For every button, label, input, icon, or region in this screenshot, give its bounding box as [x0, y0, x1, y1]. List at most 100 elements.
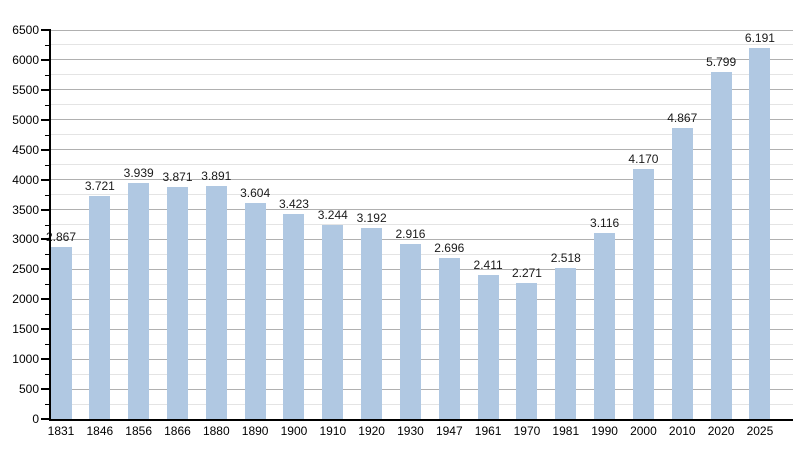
y-minor-tick [45, 44, 49, 46]
x-tick-label: 1866 [164, 424, 191, 438]
y-minor-tick [45, 164, 49, 166]
bar-1856 [128, 183, 150, 419]
bar-value-label: 4.170 [628, 152, 659, 167]
x-tick-label: 1856 [125, 424, 152, 438]
y-major-tick [41, 298, 49, 301]
gridline-major [51, 209, 793, 211]
y-major-tick [41, 88, 49, 91]
bar-1880 [205, 186, 227, 419]
y-tick-label: 1500 [12, 322, 39, 337]
x-axis-line [49, 419, 793, 421]
bar-1920 [361, 227, 383, 419]
gridline-major [51, 388, 793, 390]
bar-2020 [710, 71, 732, 419]
bar-1947 [438, 257, 460, 419]
bar-1910 [322, 224, 344, 419]
bar-value-label: 2.696 [434, 240, 465, 255]
y-major-tick [41, 148, 49, 151]
y-minor-tick [45, 254, 49, 256]
y-tick-label: 2000 [12, 292, 39, 307]
bar-value-label: 2.916 [395, 227, 426, 242]
gridline-major [51, 149, 793, 151]
y-minor-tick [45, 224, 49, 226]
bar-value-label: 3.244 [317, 207, 348, 222]
y-minor-tick [45, 104, 49, 106]
x-tick-label: 2010 [668, 424, 696, 438]
x-tick-label: 2020 [707, 424, 735, 438]
y-major-tick [41, 328, 49, 331]
y-minor-tick [45, 134, 49, 136]
y-tick-label: 3000 [12, 232, 39, 247]
gridline-minor [51, 44, 793, 46]
bar-1930 [399, 244, 421, 419]
gridline-minor [51, 343, 793, 345]
x-tick-label: 1930 [397, 424, 424, 438]
y-major-tick [41, 358, 49, 361]
bar-2010 [671, 127, 693, 419]
gridline-major [51, 89, 793, 91]
y-minor-tick [45, 344, 49, 346]
y-tick-label: 1000 [12, 352, 39, 367]
y-major-tick [41, 208, 49, 211]
gridline-minor [51, 253, 793, 255]
y-axis-line [49, 29, 51, 421]
x-tick-label: 1910 [319, 424, 347, 438]
bar-value-label: 6.191 [744, 31, 775, 46]
y-major-tick [41, 268, 49, 271]
x-tick-label: 2025 [746, 424, 774, 438]
bar-value-label: 3.423 [278, 197, 309, 212]
gridline-major [51, 358, 793, 360]
y-minor-tick [45, 404, 49, 406]
gridline-major [51, 119, 793, 121]
y-major-tick [41, 29, 49, 31]
gridline-minor [51, 164, 793, 166]
gridline-major [51, 238, 793, 240]
bar-value-label: 4.867 [667, 110, 698, 125]
bar-1846 [89, 196, 111, 419]
x-tick-label: 1961 [474, 424, 502, 438]
bar-value-label: 2.867 [45, 230, 77, 245]
gridline-minor [51, 373, 793, 375]
gridline-minor [51, 403, 793, 405]
bar-1890 [244, 203, 266, 419]
bar-1866 [166, 187, 188, 419]
x-tick-label: 2000 [630, 424, 657, 438]
bar-value-label: 3.891 [201, 169, 232, 184]
bar-value-label: 3.939 [123, 166, 154, 181]
y-minor-tick [45, 284, 49, 286]
gridline-major [51, 328, 793, 330]
gridline-minor [51, 134, 793, 136]
y-tick-label: 4000 [12, 172, 39, 187]
y-tick-label: 500 [18, 382, 39, 397]
y-minor-tick [45, 194, 49, 196]
bar-value-label: 2.271 [511, 266, 542, 281]
y-tick-label: 5500 [12, 82, 39, 97]
y-tick-label: 6500 [12, 23, 39, 37]
x-tick-label: 1831 [47, 424, 75, 438]
bar-1831 [50, 247, 72, 419]
gridline-minor [51, 104, 793, 106]
y-major-tick [41, 118, 49, 121]
bar-1900 [283, 214, 305, 419]
gridline-major [51, 179, 793, 181]
x-tick-label: 1900 [280, 424, 308, 438]
bar-value-label: 3.871 [162, 170, 193, 185]
y-tick-label: 5000 [12, 112, 39, 127]
bar-2025 [749, 48, 771, 419]
bar-2000 [632, 169, 654, 419]
y-tick-label: 2500 [12, 262, 39, 277]
x-tick-label: 1920 [358, 424, 385, 438]
x-tick-label: 1880 [202, 424, 230, 438]
y-major-tick [41, 58, 49, 61]
bar-value-label: 3.604 [240, 186, 271, 201]
bar-value-label: 2.518 [550, 251, 581, 266]
gridline-major [51, 59, 793, 61]
y-tick-label: 0 [32, 412, 39, 426]
gridline-major [51, 29, 793, 31]
bar-1990 [594, 232, 616, 419]
y-minor-tick [45, 314, 49, 316]
gridline-major [51, 268, 793, 270]
y-major-tick [41, 178, 49, 181]
bar-value-label: 2.411 [473, 257, 503, 272]
